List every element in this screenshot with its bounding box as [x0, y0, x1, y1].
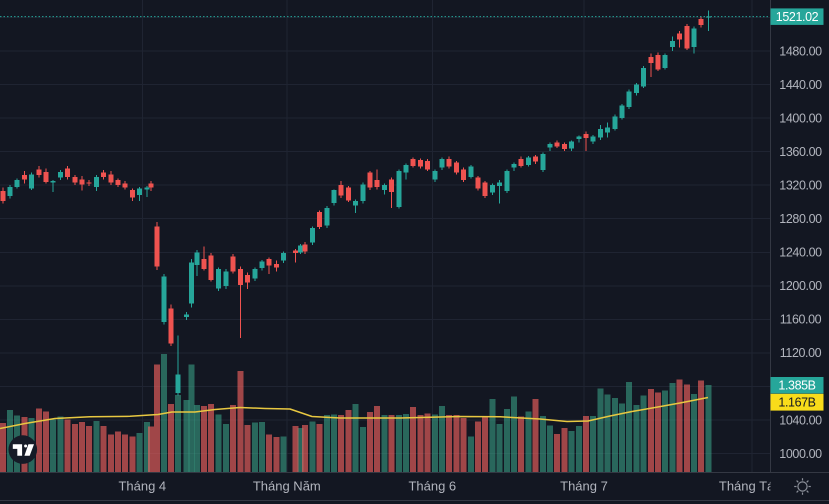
svg-text:1040.00: 1040.00: [779, 413, 822, 427]
svg-text:1200.00: 1200.00: [779, 279, 822, 293]
svg-text:Tháng 7: Tháng 7: [560, 479, 608, 494]
svg-text:1000.00: 1000.00: [779, 447, 822, 461]
svg-text:1120.00: 1120.00: [780, 346, 822, 360]
svg-text:Tháng 6: Tháng 6: [408, 479, 456, 494]
svg-text:1440.00: 1440.00: [779, 78, 822, 92]
svg-text:1.385B: 1.385B: [778, 379, 815, 393]
svg-text:1.167B: 1.167B: [778, 396, 815, 410]
svg-text:Tháng Tám: Tháng Tám: [719, 479, 785, 494]
svg-text:Tháng Năm: Tháng Năm: [253, 479, 321, 494]
svg-text:1160.00: 1160.00: [780, 313, 822, 327]
svg-text:1280.00: 1280.00: [779, 212, 822, 226]
svg-text:1521.02: 1521.02: [776, 10, 819, 24]
svg-text:1400.00: 1400.00: [779, 111, 822, 125]
svg-text:1360.00: 1360.00: [779, 145, 822, 159]
svg-text:1240.00: 1240.00: [779, 246, 822, 260]
svg-text:1480.00: 1480.00: [779, 44, 822, 58]
svg-text:1320.00: 1320.00: [779, 179, 822, 193]
svg-text:Tháng 4: Tháng 4: [118, 479, 166, 494]
